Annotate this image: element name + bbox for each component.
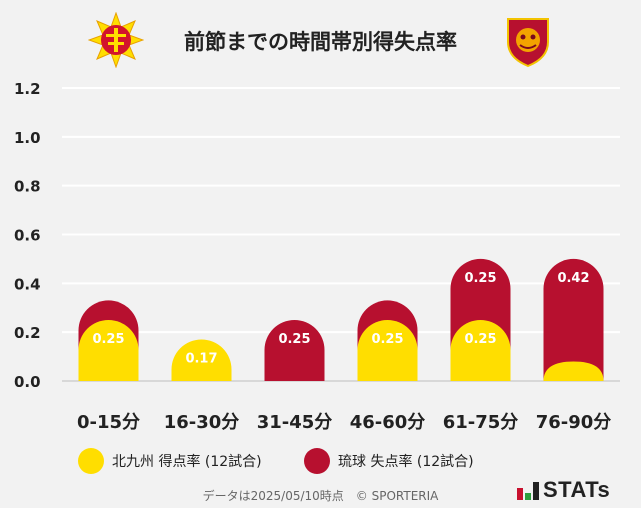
data-label: 0.25: [464, 271, 496, 286]
x-tick-label: 46-60分: [350, 412, 426, 433]
data-label: 0.25: [92, 332, 124, 347]
legend-label-kitakyushu: 北九州 得点率 (12試合): [112, 454, 262, 470]
stats-brand-text: STATs: [543, 477, 611, 502]
y-tick-label: 0.0: [14, 373, 41, 391]
ryukyu-emblem-icon: [505, 16, 551, 72]
kitakyushu-bar: [450, 319, 511, 381]
legend-item-kitakyushu: 北九州 得点率 (12試合): [78, 448, 262, 474]
legend-label-ryukyu: 琉球 失点率 (12試合): [338, 454, 474, 470]
y-tick-label: 0.4: [14, 275, 41, 293]
ryukyu-bar: [264, 319, 325, 381]
data-label: 0.25: [278, 332, 310, 347]
y-tick-label: 0.6: [14, 227, 41, 245]
y-tick-label: 0.8: [14, 178, 41, 196]
bar-chart: 0.0 0.2 0.4 0.6 0.8 1.0 1.2 0.25 0-15分 0.17 16-30分…: [14, 80, 620, 433]
kitakyushu-bar: [171, 339, 232, 381]
legend-swatch-kitakyushu: [78, 448, 104, 474]
x-tick-label: 61-75分: [443, 412, 519, 433]
kitakyushu-bar: [357, 319, 418, 381]
data-label: 0.42: [557, 271, 589, 286]
data-label: 0.17: [185, 351, 217, 366]
chart-title: 前節までの時間帯別得失点率: [184, 30, 457, 54]
x-tick-label: 76-90分: [536, 412, 612, 433]
y-tick-label: 1.2: [14, 80, 41, 98]
kitakyushu-bar: [543, 361, 604, 381]
y-tick-label: 0.2: [14, 324, 41, 342]
data-label: 0.25: [464, 332, 496, 347]
x-tick-label: 0-15分: [77, 412, 140, 433]
legend-swatch-ryukyu: [304, 448, 330, 474]
ryukyu-bar: [543, 258, 604, 381]
stats-bars-icon: [517, 482, 539, 500]
kitakyushu-bar: [78, 319, 139, 381]
kitakyushu-emblem-icon: [87, 11, 145, 72]
data-label: 0.25: [371, 332, 403, 347]
y-tick-label: 1.0: [14, 129, 41, 147]
legend-item-ryukyu: 琉球 失点率 (12試合): [304, 448, 474, 474]
x-tick-label: 31-45分: [257, 412, 333, 433]
x-tick-label: 16-30分: [164, 412, 240, 433]
footer-credit: データは2025/05/10時点 © SPORTERIA: [202, 489, 439, 503]
stats-logo: STATs: [517, 477, 610, 503]
